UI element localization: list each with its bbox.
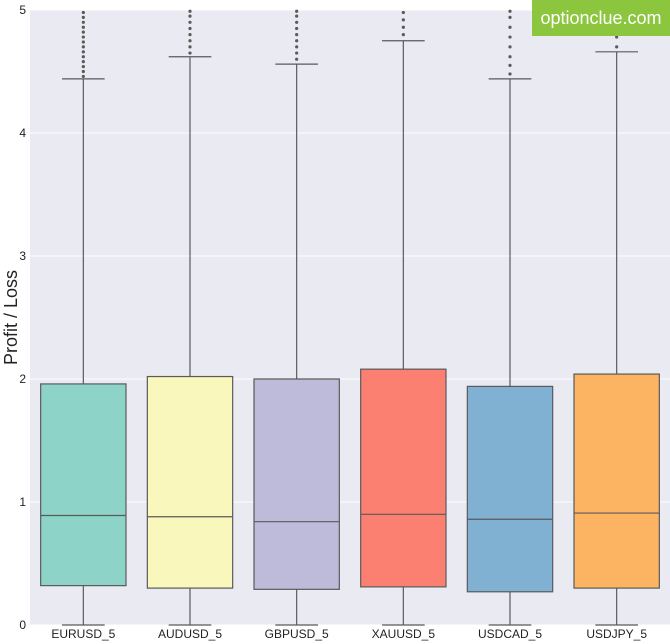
box-eurusd-5 — [40, 10, 127, 626]
outlier-point — [295, 51, 299, 55]
box-usdjpy-5 — [573, 15, 660, 626]
box-body — [360, 368, 447, 588]
outlier-point — [508, 45, 512, 49]
box-group — [40, 9, 660, 626]
outlier-point — [295, 57, 299, 61]
outlier-point — [188, 45, 192, 49]
outlier-point — [508, 63, 512, 67]
x-tick-label: USDJPY_5 — [586, 627, 647, 641]
outlier-point — [81, 45, 85, 49]
outlier-point — [508, 55, 512, 59]
outlier-point — [81, 15, 85, 19]
outlier-point — [81, 10, 85, 15]
y-tick-label: 3 — [19, 249, 26, 263]
x-tick-label: GBPUSD_5 — [265, 627, 329, 641]
outlier-point — [81, 30, 85, 34]
x-tick-label: USDCAD_5 — [478, 627, 542, 641]
outlier-point — [508, 35, 512, 39]
outlier-point — [615, 35, 619, 39]
plot-area — [30, 10, 670, 625]
y-tick-label: 0 — [19, 618, 26, 632]
outlier-point — [508, 72, 512, 76]
y-tick-label: 1 — [19, 495, 26, 509]
outlier-point — [81, 25, 85, 29]
y-axis-ticks: 0 1 2 3 4 5 — [19, 3, 26, 632]
outlier-point — [508, 9, 512, 13]
outlier-point — [81, 64, 85, 69]
outlier-point — [188, 20, 192, 24]
outlier-point — [508, 25, 512, 29]
box-body — [573, 373, 660, 589]
x-axis-ticks: EURUSD_5 AUDUSD_5 GBPUSD_5 XAUUSD_5 USDCAD_5… — [51, 627, 647, 641]
x-tick-label: EURUSD_5 — [51, 627, 115, 641]
box-body — [466, 385, 554, 593]
outlier-point — [401, 18, 405, 22]
box-gbpusd-5 — [253, 9, 340, 626]
outlier-point — [81, 50, 85, 54]
x-tick-label: XAUUSD_5 — [372, 627, 436, 641]
outlier-point — [81, 74, 85, 79]
outlier-point — [81, 55, 85, 59]
outlier-point — [188, 39, 192, 43]
y-tick-label: 2 — [19, 372, 26, 386]
outlier-point — [81, 69, 85, 74]
outlier-point — [401, 10, 405, 15]
x-tick-label: AUDUSD_5 — [158, 627, 222, 641]
outlier-point — [295, 45, 299, 49]
watermark-logo: optionclue.com — [532, 0, 670, 36]
outlier-point — [188, 26, 192, 31]
outlier-point — [81, 35, 85, 39]
outlier-point — [401, 25, 405, 29]
outlier-point — [81, 40, 85, 44]
outlier-point — [401, 33, 405, 37]
box-xauusd-5 — [360, 10, 447, 626]
outlier-point — [508, 15, 512, 19]
outlier-point — [81, 60, 85, 64]
outlier-point — [295, 20, 299, 24]
box-body — [40, 383, 127, 587]
outlier-point — [295, 26, 299, 31]
box-body — [146, 375, 234, 589]
outlier-point — [295, 33, 299, 37]
box-body — [253, 378, 340, 590]
box-usdcad-5 — [466, 9, 554, 626]
outlier-point — [615, 45, 619, 49]
outlier-point — [295, 14, 299, 18]
y-tick-label: 4 — [19, 126, 26, 140]
outlier-point — [188, 14, 192, 18]
y-tick-label: 5 — [19, 3, 26, 17]
outlier-point — [188, 9, 192, 13]
outlier-point — [295, 39, 299, 43]
outlier-point — [188, 33, 192, 37]
outlier-point — [81, 20, 85, 24]
outlier-point — [295, 9, 299, 13]
outlier-point — [188, 51, 192, 55]
y-axis-title: Profit / Loss — [1, 270, 21, 365]
box-audusd-5 — [146, 9, 234, 626]
